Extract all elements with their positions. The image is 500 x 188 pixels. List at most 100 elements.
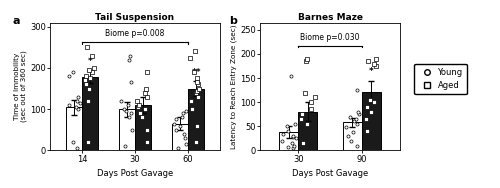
Point: [124, 104, 132, 107]
Point: [279, 132, 287, 135]
Point: [194, 83, 202, 86]
Point: [367, 110, 375, 113]
Point: [127, 112, 135, 115]
Point: [126, 54, 134, 57]
Point: [362, 130, 370, 133]
Point: [354, 122, 362, 125]
Point: [349, 130, 357, 133]
Point: [363, 105, 371, 108]
Point: [346, 115, 354, 118]
Point: [82, 83, 90, 86]
Point: [299, 142, 307, 145]
Point: [128, 128, 136, 131]
Point: [65, 75, 73, 78]
Bar: [279, 132, 298, 150]
Point: [170, 122, 178, 125]
Bar: [362, 92, 381, 150]
Text: **: **: [192, 68, 201, 77]
Point: [306, 108, 314, 111]
Point: [297, 118, 305, 121]
Point: [143, 128, 151, 131]
Point: [291, 122, 299, 125]
Point: [372, 57, 380, 60]
Point: [182, 143, 190, 146]
Point: [174, 147, 182, 150]
Point: [282, 125, 290, 128]
Legend: Young, Aged: Young, Aged: [414, 64, 467, 94]
Bar: [135, 105, 151, 150]
Point: [353, 144, 361, 147]
Point: [74, 95, 82, 98]
Point: [193, 81, 201, 84]
Point: [69, 141, 77, 144]
Point: [182, 110, 190, 113]
Point: [290, 144, 298, 147]
Point: [84, 99, 92, 102]
Text: Biome p=0.008: Biome p=0.008: [106, 29, 164, 38]
Point: [172, 118, 179, 121]
Point: [124, 58, 132, 61]
X-axis label: Days Post Gavage: Days Post Gavage: [97, 169, 173, 178]
Point: [178, 116, 186, 119]
Point: [311, 96, 319, 99]
Point: [194, 95, 202, 98]
Point: [143, 141, 151, 144]
Point: [370, 101, 378, 104]
Point: [190, 70, 198, 74]
Point: [142, 87, 150, 90]
Bar: [66, 107, 82, 150]
Point: [350, 120, 358, 123]
Point: [354, 110, 362, 113]
Point: [74, 108, 82, 111]
Text: *: *: [369, 67, 374, 77]
Text: b: b: [229, 16, 237, 26]
Point: [344, 134, 352, 137]
Point: [81, 79, 89, 82]
Point: [187, 99, 195, 102]
Text: *: *: [88, 57, 92, 66]
Point: [125, 116, 133, 119]
Point: [342, 126, 349, 129]
Point: [370, 62, 378, 65]
Point: [176, 124, 184, 127]
Point: [193, 77, 201, 80]
Point: [288, 142, 296, 145]
Point: [193, 124, 201, 127]
Point: [84, 141, 92, 144]
Point: [287, 74, 295, 77]
Bar: [298, 112, 318, 150]
Point: [136, 112, 144, 115]
Point: [288, 135, 296, 138]
Point: [188, 108, 196, 111]
Point: [181, 136, 189, 139]
Point: [192, 50, 200, 53]
Bar: [119, 109, 135, 150]
Point: [289, 134, 297, 137]
Point: [192, 91, 200, 94]
Point: [366, 98, 374, 101]
Bar: [82, 77, 98, 150]
Point: [73, 99, 81, 102]
Point: [120, 108, 128, 111]
Title: Tail Suspension: Tail Suspension: [96, 13, 174, 22]
Y-axis label: Latency to Reach Entry Zone (sec): Latency to Reach Entry Zone (sec): [231, 24, 237, 149]
Point: [85, 68, 93, 71]
Point: [352, 89, 360, 92]
Point: [86, 77, 94, 80]
Point: [304, 57, 312, 60]
Point: [196, 87, 203, 90]
Point: [132, 99, 140, 102]
Point: [193, 89, 201, 92]
Point: [352, 118, 360, 121]
Point: [127, 81, 135, 84]
Point: [122, 145, 130, 148]
Point: [84, 46, 92, 49]
Point: [301, 91, 309, 94]
Point: [90, 66, 98, 69]
Point: [72, 106, 80, 109]
Point: [348, 139, 356, 142]
Point: [138, 116, 145, 119]
Point: [364, 60, 372, 63]
Point: [308, 101, 316, 104]
Point: [64, 104, 72, 107]
